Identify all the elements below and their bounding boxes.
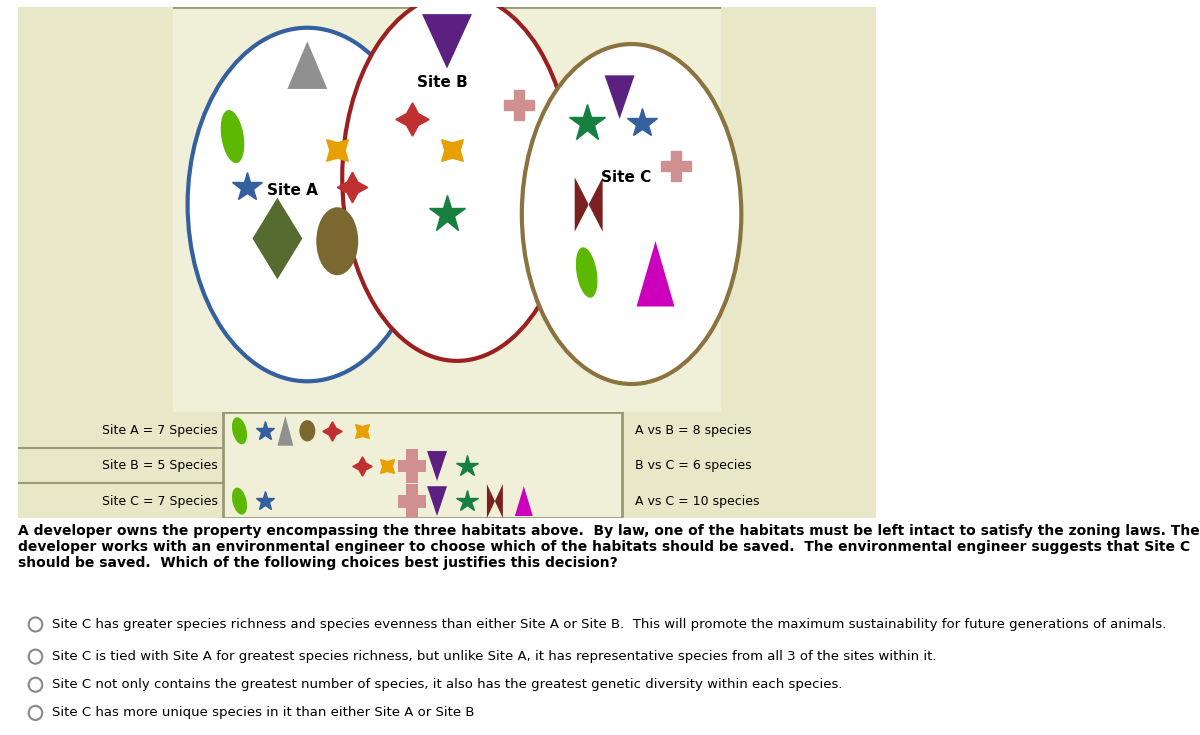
Polygon shape — [636, 241, 674, 306]
Polygon shape — [575, 177, 602, 232]
FancyBboxPatch shape — [18, 7, 876, 415]
Polygon shape — [515, 487, 533, 516]
Text: Site A = 7 Species: Site A = 7 Species — [102, 424, 217, 437]
Ellipse shape — [522, 44, 742, 384]
Polygon shape — [287, 41, 328, 89]
Text: A vs C = 10 species: A vs C = 10 species — [635, 495, 760, 508]
Polygon shape — [605, 76, 635, 119]
Text: Site C: Site C — [601, 170, 652, 184]
FancyBboxPatch shape — [398, 459, 426, 473]
Text: Site B = 5 Species: Site B = 5 Species — [102, 459, 217, 473]
Polygon shape — [277, 416, 293, 445]
Ellipse shape — [232, 417, 247, 444]
Text: Site C has greater species richness and species evenness than either Site A or S: Site C has greater species richness and … — [52, 618, 1166, 631]
Ellipse shape — [187, 28, 427, 381]
Text: Site C = 7 Species: Site C = 7 Species — [102, 495, 217, 508]
Text: Site C not only contains the greatest number of species, it also has the greates: Site C not only contains the greatest nu… — [52, 678, 842, 691]
Ellipse shape — [576, 247, 598, 298]
Polygon shape — [487, 484, 503, 518]
FancyBboxPatch shape — [18, 7, 173, 415]
Polygon shape — [427, 487, 446, 516]
Ellipse shape — [232, 487, 247, 514]
FancyBboxPatch shape — [406, 449, 418, 483]
Text: A developer owns the property encompassing the three habitats above.  By law, on: A developer owns the property encompassi… — [18, 523, 1200, 570]
FancyBboxPatch shape — [398, 495, 426, 508]
Polygon shape — [427, 451, 446, 481]
FancyBboxPatch shape — [18, 412, 222, 518]
FancyBboxPatch shape — [721, 7, 876, 415]
Ellipse shape — [299, 420, 316, 442]
FancyBboxPatch shape — [406, 484, 418, 518]
Text: B vs C = 6 species: B vs C = 6 species — [635, 459, 751, 473]
Polygon shape — [422, 14, 472, 68]
Text: Site C has more unique species in it than either Site A or Site B: Site C has more unique species in it tha… — [52, 706, 474, 720]
Text: Site C is tied with Site A for greatest species richness, but unlike Site A, it : Site C is tied with Site A for greatest … — [52, 650, 936, 663]
Ellipse shape — [221, 110, 245, 163]
Polygon shape — [252, 198, 302, 279]
Ellipse shape — [342, 0, 571, 361]
Text: Site A: Site A — [266, 184, 318, 198]
Ellipse shape — [317, 207, 359, 275]
Text: A vs B = 8 species: A vs B = 8 species — [635, 424, 751, 437]
FancyBboxPatch shape — [622, 412, 876, 518]
FancyBboxPatch shape — [18, 412, 876, 518]
Text: Site B: Site B — [416, 75, 467, 90]
